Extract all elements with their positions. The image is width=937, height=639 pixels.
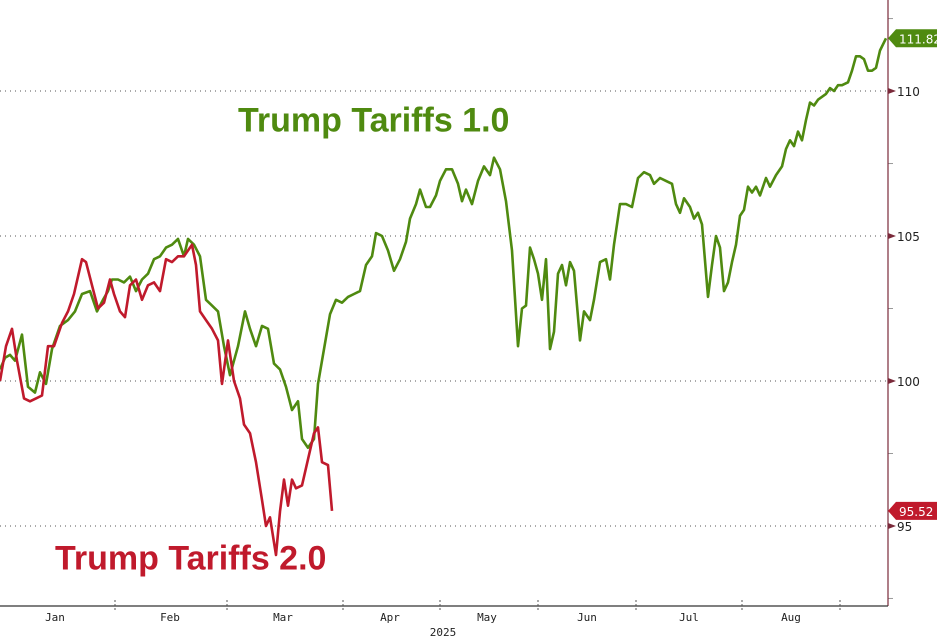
year-label: 2025 [430, 626, 457, 639]
y-tick-label: 110 [897, 85, 920, 99]
month-label-aug: Aug [781, 611, 801, 624]
month-label-jan: Jan [45, 611, 65, 624]
annotation-2: Trump Tariffs 2.0 [55, 539, 326, 577]
y-tick-marker [888, 377, 896, 384]
last-value-tag-1 [888, 29, 937, 48]
month-label-jul: Jul [679, 611, 699, 624]
last-value-label-2: 95.52 [899, 505, 933, 519]
y-tick-marker [888, 233, 896, 240]
annotation-1: Trump Tariffs 1.0 [238, 102, 509, 140]
month-label-may: May [477, 611, 497, 624]
y-tick-label: 105 [897, 230, 920, 244]
month-label-mar: Mar [273, 611, 293, 624]
y-tick-marker [888, 522, 896, 529]
last-value-label-1: 111.82 [899, 32, 937, 46]
y-tick-label: 100 [897, 375, 920, 389]
series-line-2 [0, 243, 334, 557]
y-tick-marker [888, 88, 896, 95]
y-tick-label: 95 [897, 520, 912, 534]
month-label-feb: Feb [160, 611, 180, 624]
month-label-apr: Apr [380, 611, 400, 624]
month-label-jun: Jun [577, 611, 597, 624]
last-value-tag-2 [888, 501, 937, 520]
series-line-1 [0, 37, 888, 449]
